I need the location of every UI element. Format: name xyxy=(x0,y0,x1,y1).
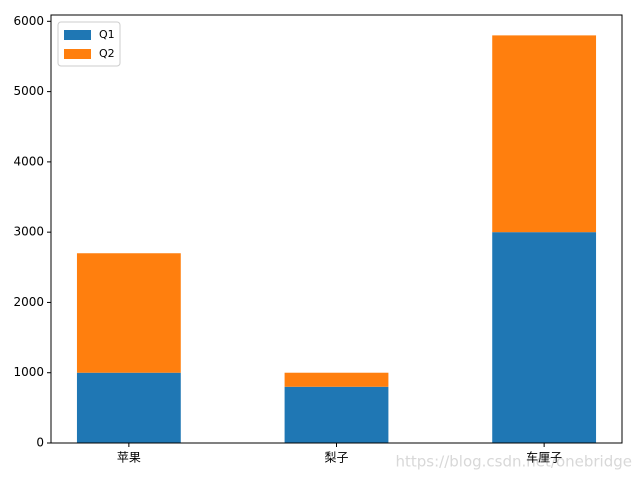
y-tick-label: 2000 xyxy=(13,295,44,309)
y-tick-label: 1000 xyxy=(13,365,44,379)
legend-swatch xyxy=(64,30,91,40)
bar xyxy=(76,253,181,373)
legend-swatch xyxy=(64,49,91,59)
watermark: https://blog.csdn.net/onebridge xyxy=(396,453,633,471)
y-tick-label: 0 xyxy=(36,436,44,450)
y-tick-label: 6000 xyxy=(13,14,44,28)
x-tick-label: 车厘子 xyxy=(526,450,562,465)
bar xyxy=(284,372,389,387)
bar xyxy=(76,372,181,443)
bar xyxy=(284,386,389,443)
y-tick-label: 5000 xyxy=(13,84,44,98)
axes-frame xyxy=(50,14,623,444)
x-tick-label: 梨子 xyxy=(324,451,348,465)
y-tick-label: 4000 xyxy=(13,154,44,168)
legend-label: Q2 xyxy=(99,47,115,60)
y-tick-label: 3000 xyxy=(13,225,44,239)
x-tick-label: 苹果 xyxy=(117,451,141,465)
bar xyxy=(492,35,597,233)
bar xyxy=(492,232,597,443)
legend-label: Q1 xyxy=(99,28,115,41)
